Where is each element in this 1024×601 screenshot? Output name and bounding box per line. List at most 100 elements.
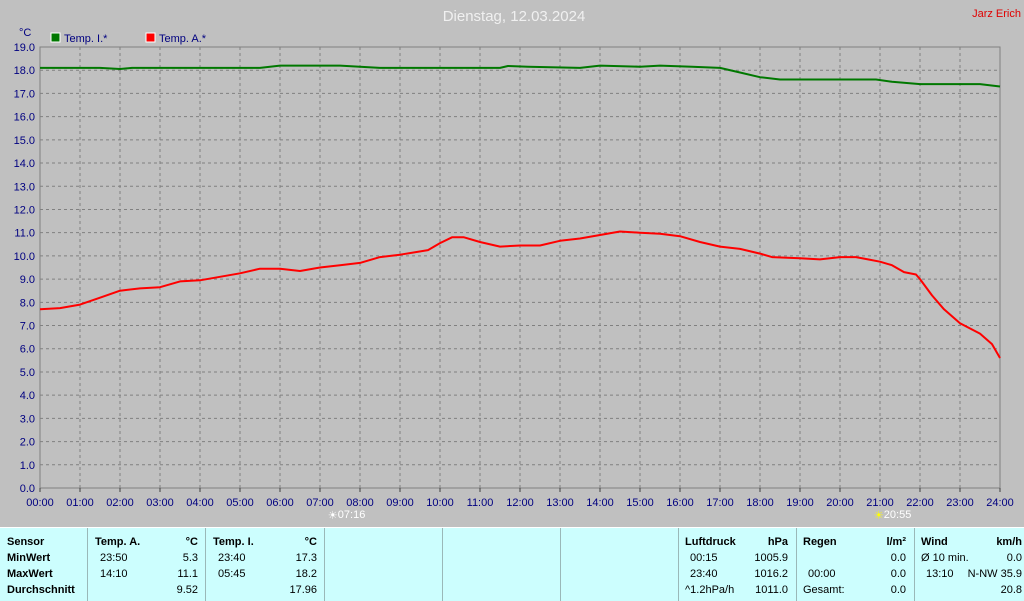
temp-i-min-val: 17.3 <box>295 552 317 564</box>
col-sep <box>442 528 443 601</box>
row-label-max: MaxWert <box>7 568 53 580</box>
x-tick-label: 17:00 <box>706 497 734 509</box>
y-axis: 0.0 1.0 2.0 3.0 4.0 5.0 6.0 7.0 8.0 9.0 10.0 11.0 12… <box>14 42 35 495</box>
col-sep <box>205 528 206 601</box>
temp-a-unit: °C <box>185 536 198 548</box>
x-tick-label: 03:00 <box>146 497 174 509</box>
chart: Dienstag, 12.03.2024 Jarz Erich °C Temp.… <box>13 8 1021 522</box>
x-tick-label: 24:00 <box>986 497 1014 509</box>
legend-label-temp-i: Temp. I.* <box>64 33 108 45</box>
pressure-max-time: 23:40 <box>690 568 718 580</box>
chart-title: Dienstag, 12.03.2024 <box>443 8 586 25</box>
rain-max-val: 0.0 <box>890 568 906 580</box>
x-tick-label: 06:00 <box>266 497 294 509</box>
rain-total-val: 0.0 <box>890 584 906 596</box>
rain-header: Regen <box>803 536 837 548</box>
y-tick-label: 6.0 <box>20 344 35 356</box>
pressure-unit: hPa <box>767 536 788 548</box>
y-tick-label: 19.0 <box>14 42 35 54</box>
y-tick-label: 11.0 <box>14 228 35 240</box>
x-tick-label: 00:00 <box>26 497 54 509</box>
stats-table: Sensor MinWert MaxWert Durchschnitt Temp… <box>0 527 1024 601</box>
x-tick-label: 20:00 <box>826 497 854 509</box>
grid <box>40 47 1000 488</box>
x-tick-label: 10:00 <box>426 497 454 509</box>
x-tick-label: 09:00 <box>386 497 414 509</box>
rain-unit: l/m² <box>886 536 906 548</box>
x-tick-label: 08:00 <box>346 497 374 509</box>
x-tick-label: 18:00 <box>746 497 774 509</box>
temp-i-max-time: 05:45 <box>218 568 246 580</box>
pressure-trend-label: ^1.2hPa/h <box>685 584 735 596</box>
x-axis: 00:00 01:00 02:00 03:00 04:00 05:00 06:00 07:00… <box>26 488 1014 509</box>
col-sep <box>914 528 915 601</box>
temp-i-max-val: 18.2 <box>295 568 317 580</box>
pressure-min-val: 1005.9 <box>754 552 788 564</box>
pressure-max-val: 1016.2 <box>754 568 788 580</box>
legend-label-temp-a: Temp. A.* <box>159 33 207 45</box>
wind-max-val: N-NW 35.9 <box>967 568 1022 580</box>
y-tick-label: 17.0 <box>14 88 35 100</box>
legend-swatch-temp-i <box>50 32 61 43</box>
temp-a-min-val: 5.3 <box>182 552 198 564</box>
sunrise-time: 07:16 <box>338 509 366 521</box>
pressure-trend-val: 1011.0 <box>755 584 788 596</box>
author-label: Jarz Erich <box>972 8 1021 20</box>
x-tick-label: 02:00 <box>106 497 134 509</box>
y-tick-label: 9.0 <box>20 274 35 286</box>
col-sep <box>87 528 88 601</box>
wind-avg-val: 0.0 <box>1006 552 1022 564</box>
x-tick-label: 01:00 <box>66 497 94 509</box>
sunrise-icon: ☀ <box>328 509 338 522</box>
x-tick-label: 22:00 <box>906 497 934 509</box>
y-tick-label: 14.0 <box>14 158 35 170</box>
sunset-icon: ☀ <box>874 509 884 522</box>
x-tick-label: 19:00 <box>786 497 814 509</box>
wind-unit: km/h <box>996 536 1022 548</box>
pressure-header: Luftdruck <box>685 536 736 548</box>
temp-i-avg-val: 17.96 <box>289 584 317 596</box>
sensor-header: Sensor <box>7 536 45 548</box>
x-tick-label: 21:00 <box>866 497 894 509</box>
temp-i-min-time: 23:40 <box>218 552 246 564</box>
temp-a-min-time: 23:50 <box>100 552 128 564</box>
y-tick-label: 18.0 <box>14 65 35 77</box>
row-label-min: MinWert <box>7 552 51 564</box>
rain-min-val: 0.0 <box>890 552 906 564</box>
x-tick-label: 14:00 <box>586 497 614 509</box>
pressure-min-time: 00:15 <box>690 552 718 564</box>
temp-a-header: Temp. A. <box>95 536 141 548</box>
x-tick-label: 11:00 <box>467 497 494 509</box>
series-line-temp-a <box>39 230 1001 359</box>
y-tick-label: 13.0 <box>14 181 35 193</box>
y-tick-label: 4.0 <box>20 390 35 402</box>
rain-max-time: 00:00 <box>808 568 836 580</box>
col-sep <box>796 528 797 601</box>
x-tick-label: 05:00 <box>226 497 254 509</box>
temp-i-unit: °C <box>304 536 317 548</box>
col-sep <box>324 528 325 601</box>
wind-avg-label: Ø 10 min. <box>921 552 969 564</box>
y-tick-label: 10.0 <box>14 251 35 263</box>
y-unit-label: °C <box>19 27 31 39</box>
x-tick-label: 07:00 <box>306 497 334 509</box>
series-lines <box>39 64 1001 359</box>
series-line-temp-i <box>40 64 1001 88</box>
rain-total-label: Gesamt: <box>803 584 845 596</box>
col-sep <box>560 528 561 601</box>
temp-i-header: Temp. I. <box>213 536 254 548</box>
legend: Temp. I.* Temp. A.* <box>50 32 207 45</box>
temp-a-max-time: 14:10 <box>100 568 128 580</box>
y-tick-label: 12.0 <box>14 204 35 216</box>
y-tick-label: 1.0 <box>20 460 35 472</box>
wind-header: Wind <box>921 536 948 548</box>
sun-markers: ☀ 07:16 ☀ 20:55 <box>328 509 912 522</box>
x-tick-label: 04:00 <box>186 497 214 509</box>
x-tick-label: 15:00 <box>626 497 654 509</box>
x-tick-label: 12:00 <box>506 497 534 509</box>
y-tick-label: 16.0 <box>14 112 35 124</box>
temp-a-avg-val: 9.52 <box>176 584 198 596</box>
col-sep <box>678 528 679 601</box>
y-tick-label: 0.0 <box>20 483 35 495</box>
legend-swatch-temp-a <box>145 32 156 43</box>
